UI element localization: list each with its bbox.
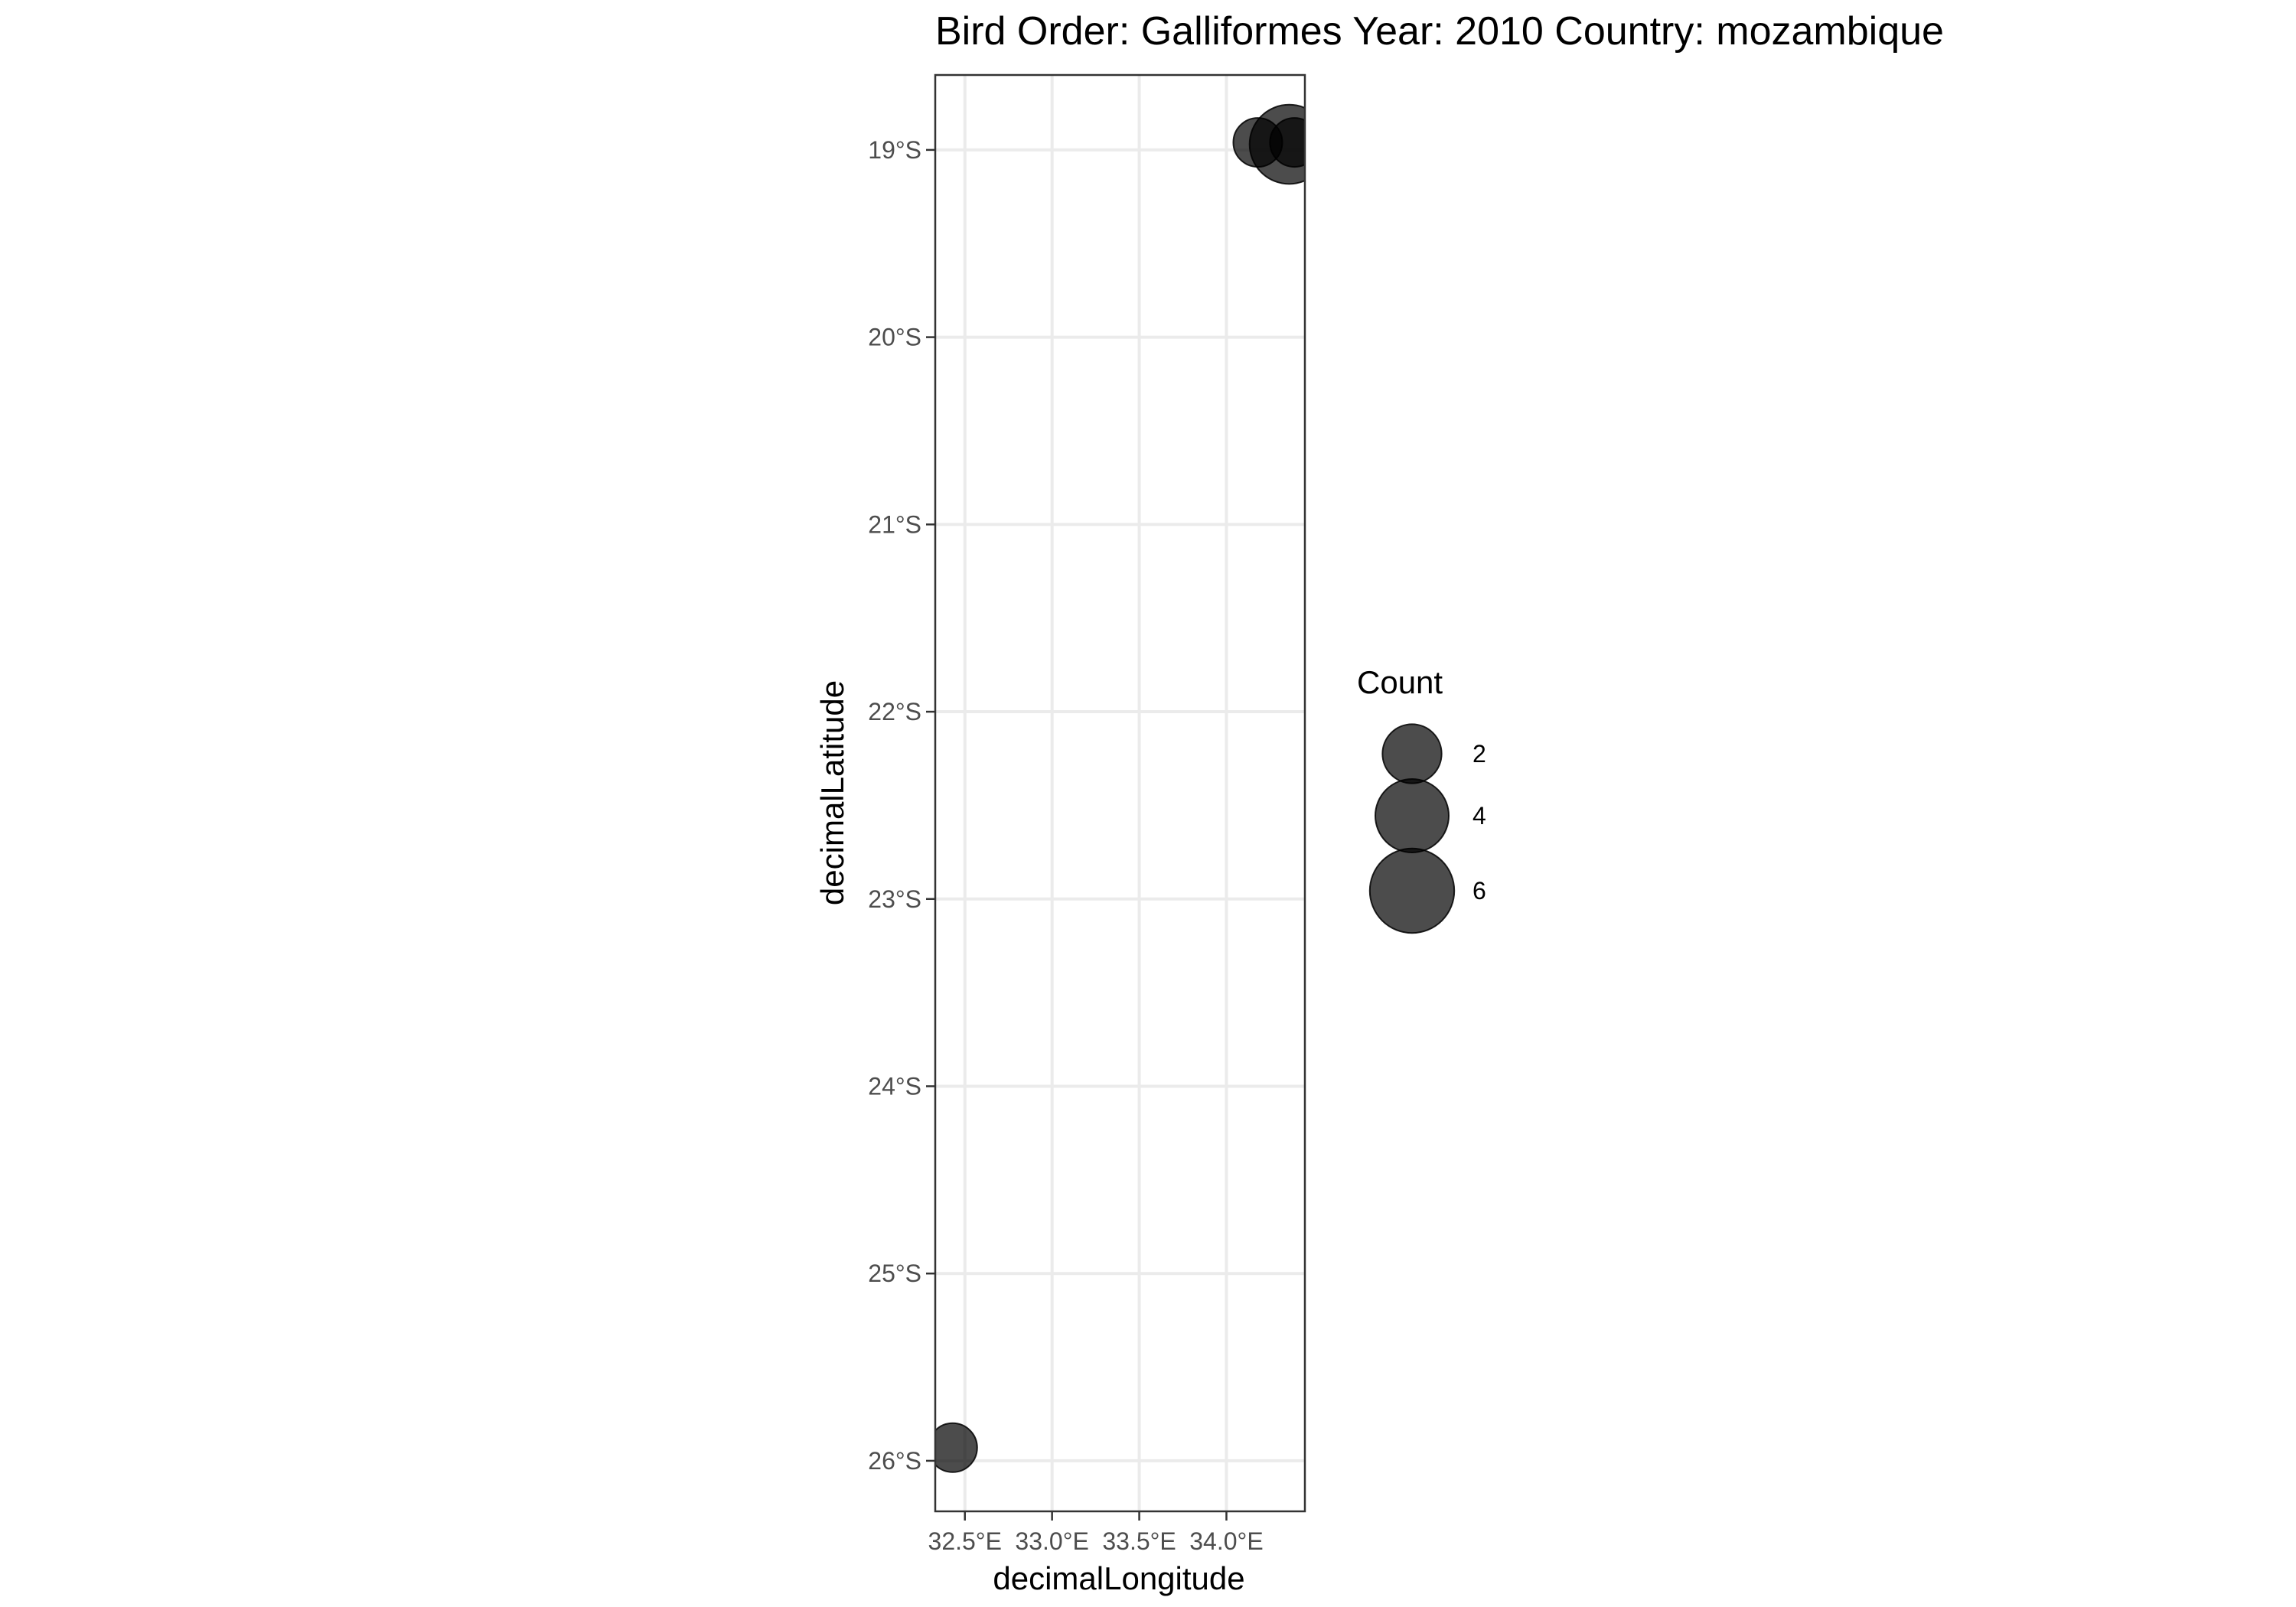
x-tick-label: 33.5°E — [1102, 1527, 1176, 1555]
chart-title: Bird Order: Galliformes Year: 2010 Count… — [935, 9, 1944, 54]
y-axis: 19°S 20°S 21°S 22°S 23°S 24°S 25°S 26°S — [868, 136, 935, 1475]
legend-key-circle — [1368, 847, 1456, 934]
legend-key-circle — [1381, 723, 1443, 784]
data-point — [1269, 117, 1305, 168]
x-axis: 32.5°E 33.0°E 33.5°E 34.0°E — [928, 1511, 1264, 1555]
y-axis-title: decimalLatitude — [814, 680, 850, 905]
y-tick-label: 21°S — [868, 510, 921, 538]
y-tick-label: 25°S — [868, 1260, 921, 1287]
grid — [935, 75, 1305, 1511]
y-tick-label: 20°S — [868, 324, 921, 351]
points — [935, 103, 1305, 1473]
legend-label: 2 — [1473, 740, 1486, 768]
size-legend: Count 2 4 6 — [1357, 664, 1486, 934]
x-tick-label: 32.5°E — [928, 1527, 1002, 1555]
y-tick-label: 23°S — [868, 885, 921, 913]
y-tick-label: 24°S — [868, 1072, 921, 1100]
plot-panel — [934, 73, 1306, 1513]
legend-key-circle — [1375, 778, 1450, 853]
data-point — [935, 1422, 978, 1473]
legend-label: 6 — [1473, 877, 1486, 905]
y-tick-label: 19°S — [868, 136, 921, 164]
x-tick-label: 34.0°E — [1189, 1527, 1263, 1555]
y-tick-label: 22°S — [868, 698, 921, 725]
legend-title: Count — [1357, 664, 1443, 700]
y-tick-label: 26°S — [868, 1447, 921, 1475]
x-axis-title: decimalLongitude — [993, 1560, 1244, 1596]
legend-label: 4 — [1473, 802, 1486, 830]
x-tick-label: 33.0°E — [1015, 1527, 1088, 1555]
